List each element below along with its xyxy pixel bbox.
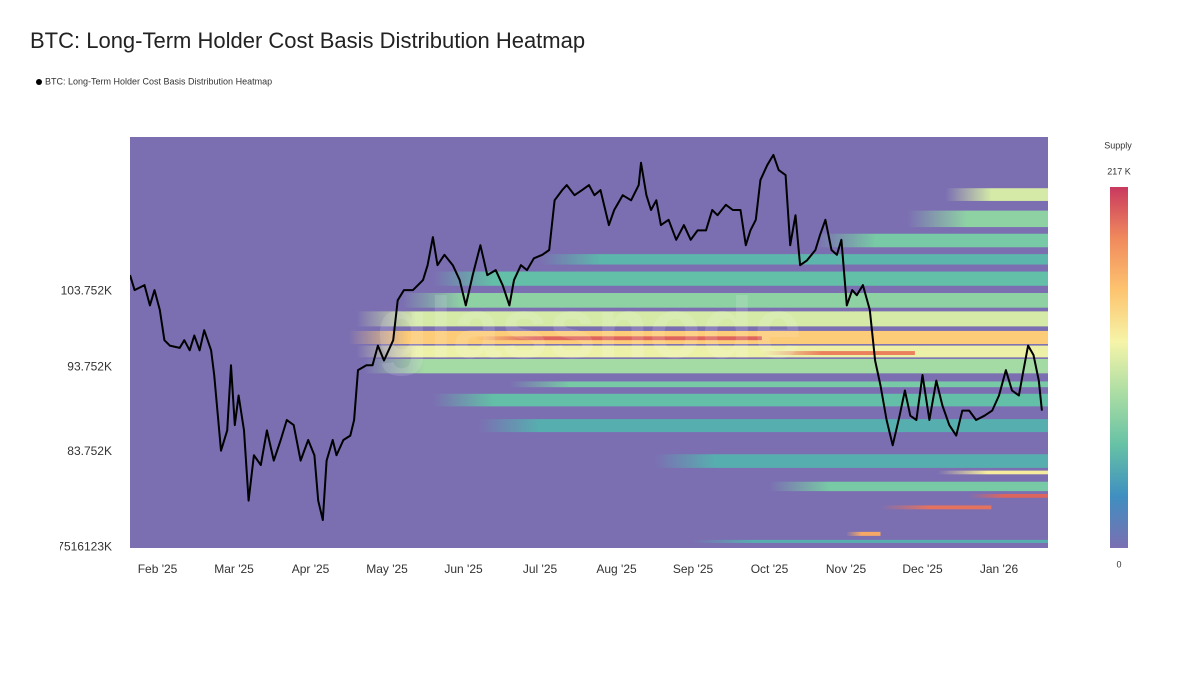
x-tick-label: Dec '25 <box>902 562 943 576</box>
y-tick-label: 73.7516123K <box>41 540 112 554</box>
heatmap-band <box>478 419 1048 433</box>
heatmap-band <box>356 345 1048 358</box>
heatmap-band <box>509 381 1048 388</box>
heatmap-band <box>654 454 1048 468</box>
heatmap-band <box>907 210 1048 228</box>
colorbar-title: Supply <box>1104 140 1132 150</box>
x-tick-label: Apr '25 <box>292 562 330 576</box>
heatmap-band <box>761 351 915 355</box>
y-tick-label: 93.752K <box>67 359 112 373</box>
y-axis: 103.752K 93.752K 83.752K 73.7516123K <box>41 283 112 554</box>
x-tick-label: Feb '25 <box>138 562 178 576</box>
legend-marker <box>36 79 42 85</box>
x-tick-label: Nov '25 <box>826 562 867 576</box>
heatmap: glassnode <box>130 137 1048 548</box>
colorbar-tick-label: 0 <box>1116 559 1121 569</box>
heatmap-band <box>475 336 762 341</box>
colorbar <box>1110 187 1128 548</box>
heatmap-band <box>540 254 1048 265</box>
colorbar-tick-label: 217 K <box>1107 166 1131 176</box>
watermark: glassnode <box>376 281 801 377</box>
heatmap-band <box>846 531 881 536</box>
heatmap-band <box>937 470 1048 475</box>
heatmap-band <box>945 188 1048 201</box>
heatmap-band <box>432 393 1048 407</box>
y-tick-label: 103.752K <box>61 283 112 297</box>
x-tick-label: Aug '25 <box>596 562 637 576</box>
x-tick-label: Sep '25 <box>673 562 714 576</box>
legend-label: BTC: Long-Term Holder Cost Basis Distrib… <box>45 76 272 86</box>
price-line <box>130 153 1043 521</box>
heatmap-band <box>693 539 1048 543</box>
x-tick-label: Oct '25 <box>751 562 789 576</box>
y-tick-label: 83.752K <box>67 444 112 458</box>
heatmap-band <box>769 481 1048 492</box>
x-tick-label: Jul '25 <box>523 562 558 576</box>
heatmap-band <box>815 233 1048 248</box>
chart-title: BTC: Long-Term Holder Cost Basis Distrib… <box>30 28 585 53</box>
heatmap-band <box>880 505 992 510</box>
x-tick-label: May '25 <box>366 562 408 576</box>
x-tick-label: Jan '26 <box>980 562 1019 576</box>
x-tick-label: Jun '25 <box>444 562 483 576</box>
heatmap-band <box>432 271 1048 286</box>
heatmap-band <box>402 293 1048 308</box>
x-tick-label: Mar '25 <box>214 562 254 576</box>
heatmap-band <box>356 311 1048 327</box>
heatmap-band <box>968 493 1048 498</box>
